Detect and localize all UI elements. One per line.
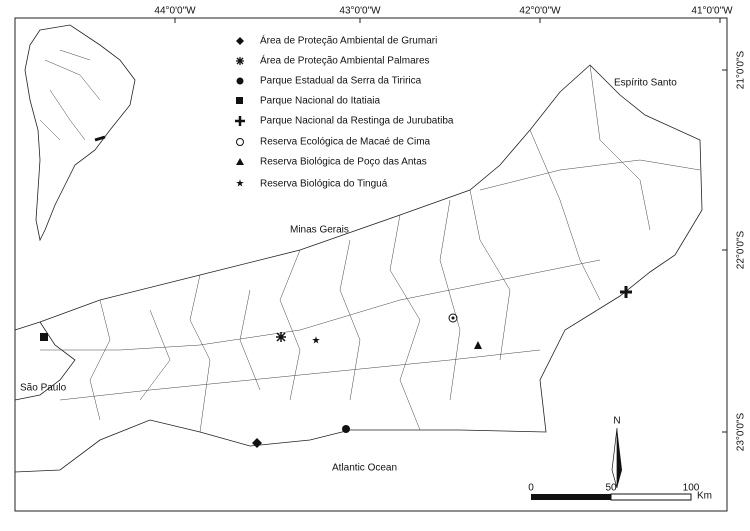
legend-label: Parque Estadual da Serra da Tiririca: [260, 76, 422, 87]
legend-symbol: [236, 37, 244, 45]
scale-label: 0: [528, 483, 534, 494]
marker-grumari: [252, 438, 262, 448]
scale-unit: Km: [697, 491, 712, 502]
legend-label: Área de Proteção Ambiental de Grumari: [260, 34, 437, 47]
longitude-label: 43°0'0"W: [339, 6, 381, 17]
region-label: São Paulo: [20, 383, 67, 394]
scale-label: 50: [605, 483, 617, 494]
legend-label: Reserva Ecológica de Macaé de Cima: [260, 137, 431, 148]
marker-poco-antas: [474, 341, 482, 349]
scale-bar: 0 50 100 Km: [528, 483, 712, 502]
marker-tiririca: [342, 425, 350, 433]
marker-jurubatiba: [620, 286, 632, 298]
legend-symbol: ★: [236, 179, 245, 190]
graticule-ticks: [174, 18, 727, 433]
longitude-label: 44°0'0"W: [154, 6, 196, 17]
legend-label: Reserva Biológica de Poço das Antas: [260, 157, 427, 168]
marker-macae: [448, 313, 458, 323]
map-frame: [14, 17, 728, 512]
legend-label: Área de Proteção Ambiental Palmares: [260, 54, 430, 67]
region-label: Atlantic Ocean: [332, 463, 397, 474]
north-arrow-half: [617, 428, 622, 488]
marker-tingua: ★: [312, 336, 321, 347]
legend: ★ Área de Proteção Ambiental de Grumari …: [235, 34, 454, 190]
legend-symbol: [236, 158, 244, 165]
region-label: Espírito Santo: [614, 78, 677, 89]
marker-palmares: [276, 332, 286, 342]
legend-symbol: [236, 77, 244, 85]
scale-segment: [610, 493, 692, 501]
municipality-boundaries: [40, 64, 701, 433]
inset-highlight: [94, 135, 106, 142]
region-label: Minas Gerais: [290, 225, 349, 236]
latitude-label: 21°0'0"S: [736, 50, 747, 89]
north-arrow-half: [611, 427, 618, 489]
legend-symbol: [236, 138, 244, 146]
legend-label: Parque Nacional do Itatiaia: [260, 96, 381, 107]
scale-label: 100: [683, 483, 700, 494]
legend-symbol: [236, 97, 243, 104]
marker-itatiaia: [40, 333, 48, 341]
longitude-label: 41°0'0"W: [691, 6, 733, 17]
legend-label: Parque Nacional da Restinga de Jurubatib…: [260, 116, 454, 127]
inset-borders: [39, 49, 101, 141]
north-label: N: [613, 416, 620, 427]
west-border: [14, 321, 76, 401]
legend-symbol: [236, 57, 244, 65]
longitude-label: 42°0'0"W: [519, 6, 561, 17]
marker-macae-dot: [451, 316, 455, 320]
scale-segment: [531, 494, 611, 500]
legend-label: Reserva Biológica do Tinguá: [260, 179, 388, 190]
inset-south-america: [24, 24, 136, 242]
latitude-label: 23°0'0"S: [736, 412, 747, 451]
latitude-label: 22°0'0"S: [736, 230, 747, 269]
north-arrow: N: [611, 416, 622, 489]
legend-symbol: [235, 116, 245, 126]
